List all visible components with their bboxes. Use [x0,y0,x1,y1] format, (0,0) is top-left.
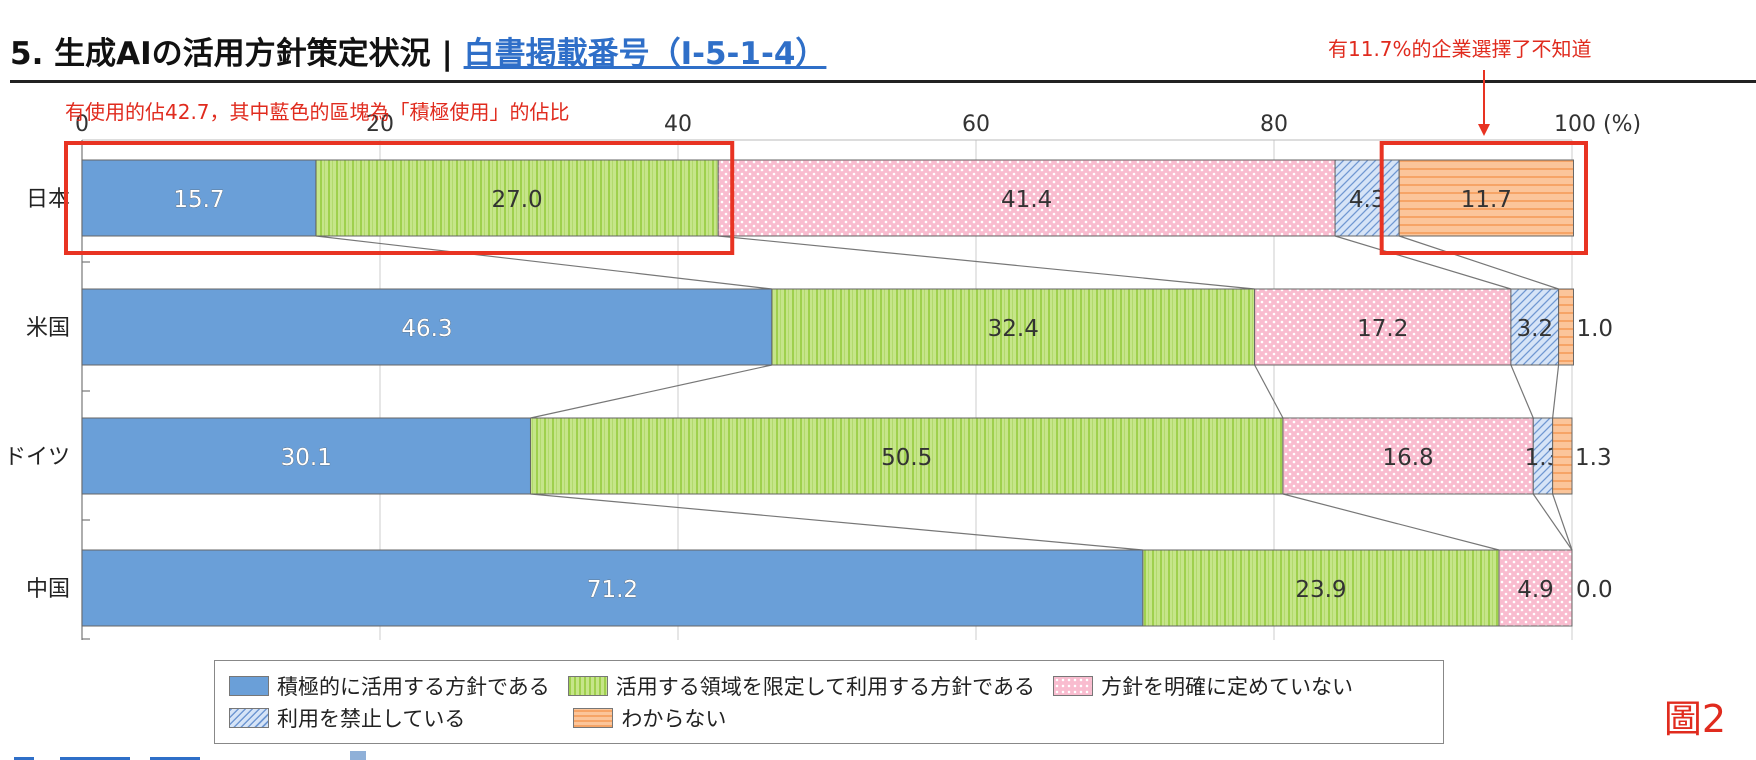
bar-segment [1510,288,1560,366]
bar-segment [1282,417,1534,495]
value-label: 46.3 [401,316,452,342]
value-label: 32.4 [988,316,1039,342]
x-tick-label: 0 [75,112,89,137]
value-label: 27.0 [491,187,542,213]
title-divider [10,80,1756,83]
bar-segment [1552,417,1573,495]
legend-item: 積極的に活用する方針である [229,671,550,701]
bar-segment [315,159,719,237]
connector-line [315,235,772,290]
bar-segment [81,288,773,366]
legend-swatch [573,708,614,728]
used-annotation: 有使用的佔42.7，其中藍色的區塊為「積極使用」的佔比 [65,100,570,124]
connector-line [530,493,1143,551]
legend-swatch [567,676,608,696]
connector-line [1532,493,1573,551]
connector-line [1254,364,1284,419]
connector-line [530,364,772,419]
legend-row: 利用を禁止している わからない [229,702,1429,734]
value-label: 1.3 [1575,445,1612,471]
legend-swatch [1052,676,1093,696]
bar-segment [717,159,1336,237]
legend-item: 利用を禁止している [229,703,465,733]
value-label: 41.4 [1001,187,1052,213]
connector-line [1398,235,1559,290]
value-label: 4.3 [1349,187,1386,213]
bar-segment [1558,288,1574,366]
whitepaper-link[interactable]: 白書掲載番号（Ⅰ-5-1-4） [463,36,827,72]
connector-line [1510,364,1534,419]
x-tick-label: 100 (%) [1554,112,1641,137]
value-label: 15.7 [173,187,224,213]
stacked-bar-chart: 0 20 40 60 80 100 (%) 日本 15.7 27.0 41.4 4.3 11.7 米国 4… [4,70,1641,640]
legend-row: 積極的に活用する方針である 活用する領域を限定して利用する方針である 方針を明確に定… [229,670,1429,702]
page-title: 5. 生成AIの活用方針策定状況 | 白書掲載番号（Ⅰ-5-1-4） [10,28,826,78]
connector-line [1552,493,1573,551]
x-tick-label: 20 [366,112,394,137]
title-text: 5. 生成AIの活用方針策定状況 | [10,36,464,72]
figure-label: 圖2 [1663,697,1726,741]
connector-line [1282,493,1500,551]
x-tick-label: 80 [1260,112,1288,137]
value-label: 4.9 [1517,577,1554,603]
value-label: 0.0 [1576,577,1613,603]
legend-label: わからない [621,707,727,731]
value-label: 17.2 [1357,316,1408,342]
bar-segment [1398,159,1574,237]
category-label: 日本 [26,187,70,212]
bar-segment [1254,288,1512,366]
legend-label: 積極的に活用する方針である [277,675,550,699]
category-label: 米国 [26,316,70,341]
value-label: 11.7 [1461,187,1512,213]
value-label: 50.5 [881,445,932,471]
highlight-box [64,141,735,255]
footer-cutoff [10,748,370,760]
chart-legend: 積極的に活用する方針である 活用する領域を限定して利用する方針である 方針を明確に定… [214,660,1444,744]
value-label: 1.0 [1576,316,1613,342]
bar-segment [1142,549,1500,627]
bar-segment [1498,549,1573,627]
category-label: 中国 [26,577,70,602]
legend-item: 活用する領域を限定して利用する方針である [567,671,1035,701]
bar-segment [771,288,1256,366]
legend-swatch [229,676,269,696]
x-tick-label: 60 [962,112,990,137]
unknown-annotation: 有11.7%的企業選擇了不知道 [1328,37,1592,61]
highlight-box [1379,141,1589,255]
legend-item: 方針を明確に定めていない [1052,671,1353,701]
category-label: ドイツ [4,445,70,470]
value-label: 30.1 [281,445,332,471]
legend-label: 活用する領域を限定して利用する方針である [615,675,1035,699]
bar-segment [1334,159,1400,237]
value-label: 23.9 [1295,577,1346,603]
legend-label: 方針を明確に定めていない [1100,675,1353,699]
value-label: 3.2 [1516,316,1553,342]
value-label: 16.8 [1382,445,1433,471]
connector-line [718,235,1255,290]
legend-item: わからない [573,703,726,733]
legend-label: 利用を禁止している [277,707,466,731]
x-tick-label: 40 [664,112,692,137]
connector-line [1552,364,1560,419]
bar-segment [81,159,317,237]
annotation-arrow-head [1478,124,1490,136]
value-label: 71.2 [587,577,638,603]
legend-swatch [229,708,269,728]
connector-line [1334,235,1512,290]
bar-segment [81,417,531,495]
